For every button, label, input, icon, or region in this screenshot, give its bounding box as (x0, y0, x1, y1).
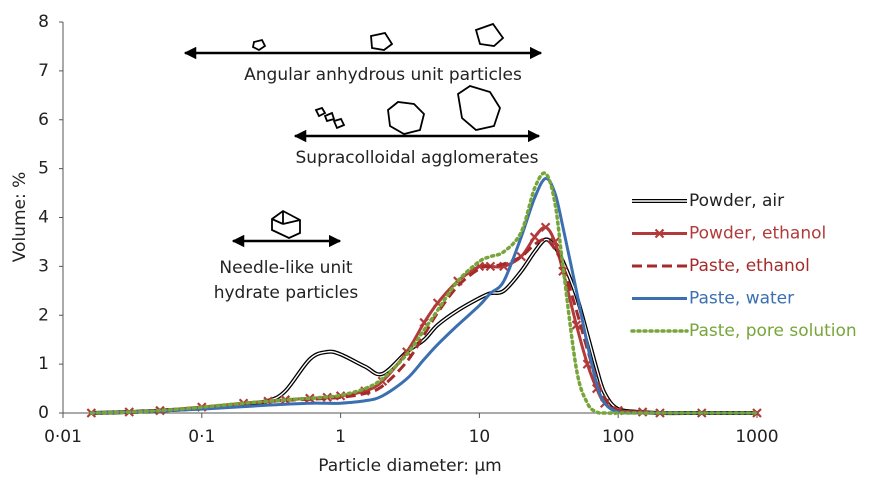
annotation-text: hydrate particles (214, 283, 359, 303)
x-tick-label: 1 (335, 427, 346, 447)
y-tick-label: 7 (38, 61, 49, 81)
y-tick-label: 3 (38, 256, 49, 276)
x-tick-label: 100 (602, 427, 634, 447)
point-marker (377, 376, 388, 387)
x-axis-label: Particle diameter: µm (318, 456, 502, 476)
legend-label: Paste, pore solution (689, 321, 857, 341)
legend-item: Powder, ethanol (632, 224, 826, 244)
series-line (91, 237, 757, 415)
point-marker (571, 320, 582, 330)
series-line (91, 237, 757, 416)
x-tick-label: 10 (469, 427, 491, 447)
y-tick-label: 4 (38, 208, 49, 228)
series-line (91, 176, 757, 415)
series-line (91, 225, 757, 415)
annotation-graphics (183, 22, 543, 248)
legend-item: Paste, ethanol (632, 256, 810, 276)
legend-label: Paste, ethanol (689, 256, 810, 276)
x-tick-label: 1000 (735, 427, 778, 447)
x-tick-label: 0·01 (44, 427, 82, 447)
series-line (89, 171, 759, 415)
y-tick-label: 1 (38, 354, 49, 374)
series-line-inner (91, 238, 757, 414)
y-tick-label: 2 (38, 305, 49, 325)
y-tick-label: 5 (38, 159, 49, 179)
annotation-text: Supracolloidal agglomerates (296, 148, 539, 168)
point-marker (529, 232, 540, 242)
point-marker (540, 222, 551, 233)
legend-item: Paste, pore solution (630, 321, 857, 341)
legend-item: Paste, water (632, 289, 794, 309)
legend-label: Powder, air (689, 191, 784, 211)
annotation-text: Angular anhydrous unit particles (244, 65, 522, 85)
y-axis-label: Volume: % (10, 172, 30, 263)
legend-label: Powder, ethanol (689, 224, 826, 244)
legend-label: Paste, water (689, 289, 794, 309)
legend-marker (654, 228, 665, 239)
annotation-text: Needle-like unit (219, 258, 353, 278)
y-tick-label: 0 (38, 403, 49, 423)
y-tick-label: 6 (38, 110, 49, 130)
legend-item: Powder, air (632, 191, 784, 211)
y-tick-label: 8 (38, 12, 49, 32)
x-tick-label: 0·1 (188, 427, 215, 447)
